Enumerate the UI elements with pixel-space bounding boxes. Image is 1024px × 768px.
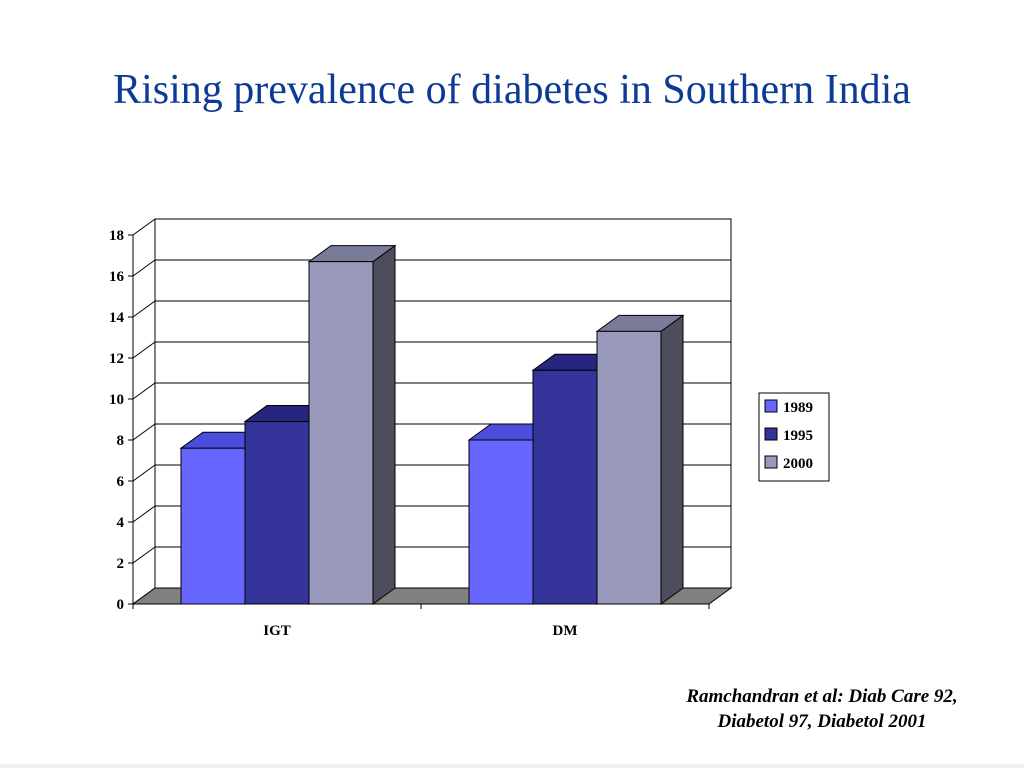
gridline-side (132, 423, 156, 441)
chart-bars (179, 244, 685, 605)
legend-swatch-1989 (764, 399, 778, 413)
bar-1995-igt (244, 421, 310, 605)
footer-rule (0, 764, 1024, 768)
gridline-side (132, 382, 156, 400)
y-tick-label: 6 (117, 474, 125, 490)
legend-label-1995: 1995 (783, 428, 813, 444)
bar-2000-dm (596, 330, 662, 605)
y-tick-label: 12 (109, 351, 124, 367)
citation-line-2: Diabetol 97, Diabetol 2001 (717, 711, 927, 732)
y-tick-label: 10 (109, 392, 124, 408)
gridline-side (132, 218, 156, 236)
y-tick-label: 4 (117, 515, 125, 531)
chart-axes: 0 2 4 6 8 10 12 14 16 18 IGT DM (109, 228, 710, 639)
legend-swatch-1995 (764, 427, 778, 441)
legend-swatch-2000 (764, 455, 778, 469)
bar-1995-dm (532, 369, 598, 605)
gridline-side (132, 341, 156, 359)
y-tick-label: 0 (117, 597, 125, 613)
slide-title: Rising prevalence of diabetes in Souther… (113, 67, 911, 113)
bar-1989-dm (468, 439, 534, 605)
gridline-side (132, 464, 156, 482)
gridline-side (132, 505, 156, 523)
gridline-side (132, 259, 156, 277)
bar-2000-igt (308, 261, 374, 605)
gridline-side (132, 546, 156, 564)
chart-legend: 1989 1995 2000 (758, 392, 830, 482)
bar-2000-dm-side (660, 314, 684, 605)
y-tick-label: 14 (109, 310, 125, 326)
y-tick-label: 8 (117, 433, 125, 449)
gridline-side (132, 300, 156, 318)
legend-label-1989: 1989 (783, 400, 813, 416)
bar-1989-igt (180, 447, 246, 605)
x-tick-label: DM (553, 623, 578, 639)
legend-label-2000: 2000 (783, 456, 813, 472)
citation-line-1: Ramchandran et al: Diab Care 92, (686, 686, 958, 707)
citation: Ramchandran et al: Diab Care 92, Diabeto… (600, 684, 1024, 734)
bar-2000-igt-side (372, 244, 396, 605)
x-tick-label: IGT (263, 623, 291, 639)
y-tick-label: 18 (109, 228, 124, 244)
y-tick-label: 2 (117, 556, 125, 572)
y-tick-label: 16 (109, 269, 125, 285)
